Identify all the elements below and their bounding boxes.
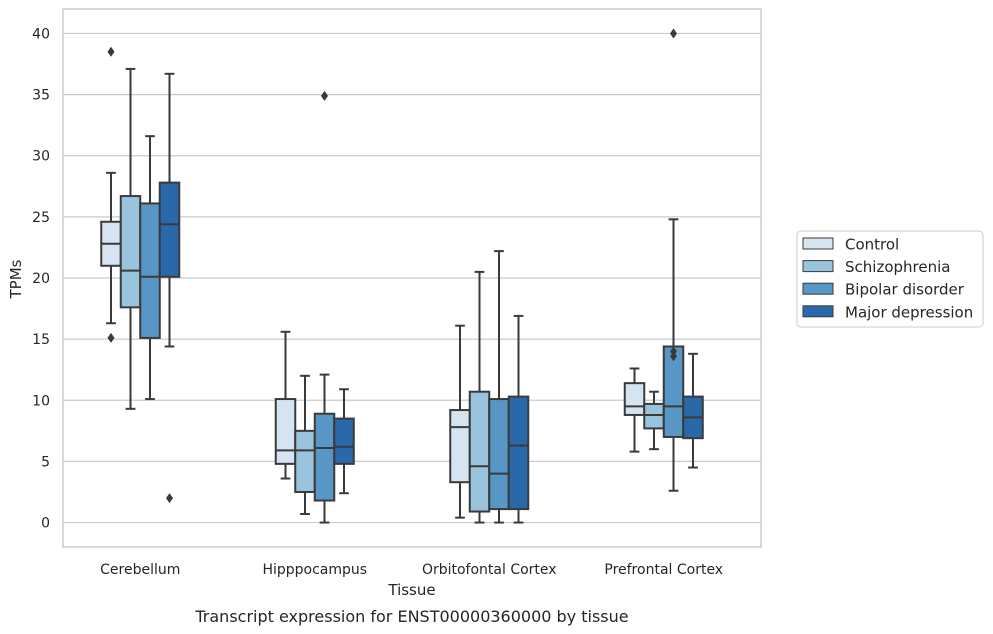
x-tick-label: Orbitofontal Cortex	[422, 562, 557, 578]
box	[119, 195, 142, 309]
legend-swatch	[802, 237, 834, 250]
outlier-point	[107, 332, 115, 343]
legend-label: Control	[845, 236, 899, 254]
x-tick-labels: Cerebellum Hipppocampus Orbitofontal Corte…	[100, 562, 723, 578]
box	[158, 181, 181, 278]
series-group	[119, 67, 665, 524]
box	[488, 398, 510, 511]
legend-label: Schizophrenia	[845, 258, 950, 276]
y-tick-labels: 0 5 10 15 20 25 30 35 40	[32, 26, 50, 531]
series-group	[158, 72, 704, 524]
y-tick-label: 40	[32, 26, 50, 42]
chart-caption: Transcript expression for ENST0000036000…	[194, 607, 628, 626]
box	[643, 402, 665, 430]
legend-items: Control Schizophrenia Bipolar disorder Majo…	[802, 236, 973, 321]
legend-label: Bipolar disorder	[845, 281, 965, 299]
y-tick-label: 15	[32, 332, 50, 348]
outlier-point	[670, 351, 677, 362]
legend: Control Schizophrenia Bipolar disorder Majo…	[796, 230, 984, 328]
legend-label: Major depression	[845, 303, 973, 321]
x-axis-label: Tissue	[387, 581, 435, 599]
y-tick-label: 0	[41, 516, 50, 532]
plot-frame	[62, 8, 762, 548]
outlier-point	[670, 28, 677, 39]
y-tick-label: 20	[32, 271, 50, 287]
outlier-point	[107, 46, 115, 57]
box	[507, 395, 530, 511]
y-axis-label: TPMs	[7, 259, 25, 299]
legend-swatch	[802, 282, 834, 295]
box	[468, 390, 491, 513]
box-series	[100, 28, 704, 524]
box	[274, 398, 297, 465]
box	[623, 382, 646, 416]
y-tick-label: 35	[32, 88, 50, 104]
y-tick-label: 25	[32, 210, 50, 226]
outlier-point	[321, 90, 328, 101]
legend-frame	[796, 230, 984, 328]
box	[333, 417, 355, 465]
series-group	[139, 28, 685, 524]
box	[313, 412, 336, 502]
outlier-point	[166, 493, 173, 504]
x-tick-label: Prefrontal Cortex	[604, 562, 723, 578]
box	[139, 202, 161, 339]
y-tick-label: 10	[32, 393, 50, 409]
y-tick-label: 5	[41, 454, 50, 470]
y-tick-label: 30	[32, 149, 50, 165]
box	[294, 429, 316, 493]
x-tick-label: Cerebellum	[100, 562, 180, 578]
x-tick-label: Hipppocampus	[262, 562, 367, 578]
legend-swatch	[802, 260, 834, 273]
legend-swatch	[802, 305, 834, 318]
box	[449, 409, 471, 484]
series-group	[100, 46, 646, 519]
